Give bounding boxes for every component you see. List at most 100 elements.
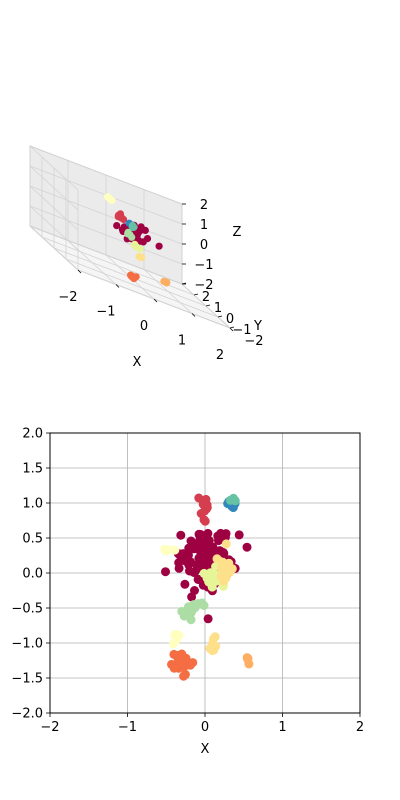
z-tick-label: 1 bbox=[200, 218, 208, 233]
data-point bbox=[155, 242, 163, 250]
x-tick-mark bbox=[77, 269, 82, 274]
data-point bbox=[139, 238, 147, 246]
data-point bbox=[161, 546, 171, 556]
data-point bbox=[197, 538, 207, 548]
grid-line bbox=[29, 145, 183, 205]
grid-line bbox=[29, 185, 79, 231]
data-point bbox=[202, 504, 212, 514]
data-point bbox=[179, 671, 189, 681]
points-3d bbox=[104, 193, 171, 287]
grid-line bbox=[29, 165, 79, 211]
data-point bbox=[219, 549, 229, 558]
data-point bbox=[199, 515, 209, 525]
data-point bbox=[107, 195, 115, 204]
data-point bbox=[174, 558, 184, 568]
data-point bbox=[194, 529, 204, 539]
data-point bbox=[243, 654, 253, 664]
y-tick-label: −2.0 bbox=[11, 707, 43, 722]
data-point bbox=[201, 570, 211, 580]
y-tick-label: −2 bbox=[244, 334, 263, 349]
data-point bbox=[173, 654, 183, 664]
x-tick-label: −2 bbox=[40, 720, 59, 735]
data-point bbox=[189, 568, 199, 577]
data-point bbox=[187, 592, 197, 602]
y-tick-mark bbox=[193, 293, 199, 296]
data-point bbox=[201, 561, 211, 571]
data-point bbox=[227, 564, 237, 574]
grid-line bbox=[143, 269, 193, 314]
data-point bbox=[186, 536, 196, 546]
data-point bbox=[163, 278, 171, 286]
data-point bbox=[192, 560, 202, 570]
x-tick-label: −1 bbox=[96, 305, 115, 320]
z-tick-label: −1 bbox=[194, 258, 213, 273]
data-point bbox=[220, 532, 230, 542]
data-point bbox=[180, 579, 190, 589]
points-2d bbox=[160, 493, 254, 681]
data-point bbox=[161, 567, 170, 577]
y-tick-label: 0 bbox=[226, 312, 234, 327]
data-point bbox=[211, 641, 221, 651]
x-tick-label: 2 bbox=[216, 348, 224, 363]
data-point bbox=[170, 545, 180, 555]
z-tick-label: −2 bbox=[194, 278, 213, 293]
grid-line bbox=[29, 225, 183, 285]
y-tick-mark bbox=[229, 326, 235, 329]
grid-line bbox=[29, 145, 79, 191]
data-point bbox=[185, 660, 195, 670]
data-point bbox=[169, 663, 179, 673]
y-tick-label: 2.0 bbox=[22, 427, 43, 442]
data-point bbox=[126, 231, 134, 239]
y-tick-label: 2 bbox=[202, 290, 210, 305]
y-tick-mark bbox=[217, 315, 223, 318]
data-point bbox=[114, 211, 122, 219]
x-tick-mark bbox=[229, 327, 234, 332]
x-tick-mark bbox=[191, 313, 196, 317]
y-tick-mark bbox=[205, 304, 211, 307]
x-tick-label: −1 bbox=[118, 720, 137, 735]
data-point bbox=[193, 599, 203, 609]
data-point bbox=[221, 539, 231, 549]
ticks-2d: −2 −1 0 1 2 −2.0 −1.5 −1.0 −0.5 0.0 0.5 1.0 1.5 2.0 bbox=[11, 427, 364, 736]
data-point bbox=[137, 253, 145, 262]
x-tick-label: 2 bbox=[356, 720, 364, 735]
y-tick-label: 0.5 bbox=[22, 532, 43, 547]
data-point bbox=[136, 245, 144, 253]
data-point bbox=[130, 223, 138, 231]
data-point bbox=[186, 609, 196, 618]
data-point bbox=[176, 530, 186, 540]
z-axis-label-3d: Z bbox=[233, 225, 242, 240]
data-point bbox=[203, 528, 213, 538]
y-tick-label: 1.0 bbox=[22, 497, 43, 512]
data-point bbox=[201, 494, 211, 504]
z-tick-label: 0 bbox=[200, 238, 208, 253]
data-point bbox=[203, 614, 213, 624]
data-point bbox=[234, 530, 244, 540]
y-tick-label: 1 bbox=[214, 301, 222, 316]
x-tick-label: −2 bbox=[58, 290, 77, 305]
x-tick-label: 0 bbox=[140, 319, 148, 334]
y-tick-label: −1.0 bbox=[11, 637, 43, 652]
y-tick-label: 1.5 bbox=[22, 462, 43, 477]
data-point bbox=[242, 542, 252, 552]
data-point bbox=[129, 273, 137, 282]
scatter-2d-chart: −2 −1 0 1 2 −2.0 −1.5 −1.0 −0.5 0.0 0.5 1.0 1.5 2.0 X bbox=[11, 427, 364, 758]
y-tick-label: 0.0 bbox=[22, 567, 43, 582]
x-tick-label: 1 bbox=[278, 720, 286, 735]
z-tick-label: 2 bbox=[200, 198, 208, 213]
data-point bbox=[214, 536, 223, 546]
data-point bbox=[219, 576, 228, 586]
x-tick-label: 1 bbox=[178, 334, 186, 349]
data-point bbox=[194, 493, 204, 503]
grid-line bbox=[29, 185, 183, 245]
x-tick-mark bbox=[153, 298, 158, 303]
data-point bbox=[184, 543, 194, 553]
y-tick-label: −0.5 bbox=[11, 602, 43, 617]
data-point bbox=[130, 241, 138, 249]
data-point bbox=[113, 222, 121, 230]
y-tick-label: −1 bbox=[232, 323, 251, 338]
grid-3d bbox=[29, 145, 231, 329]
data-point bbox=[210, 632, 220, 642]
